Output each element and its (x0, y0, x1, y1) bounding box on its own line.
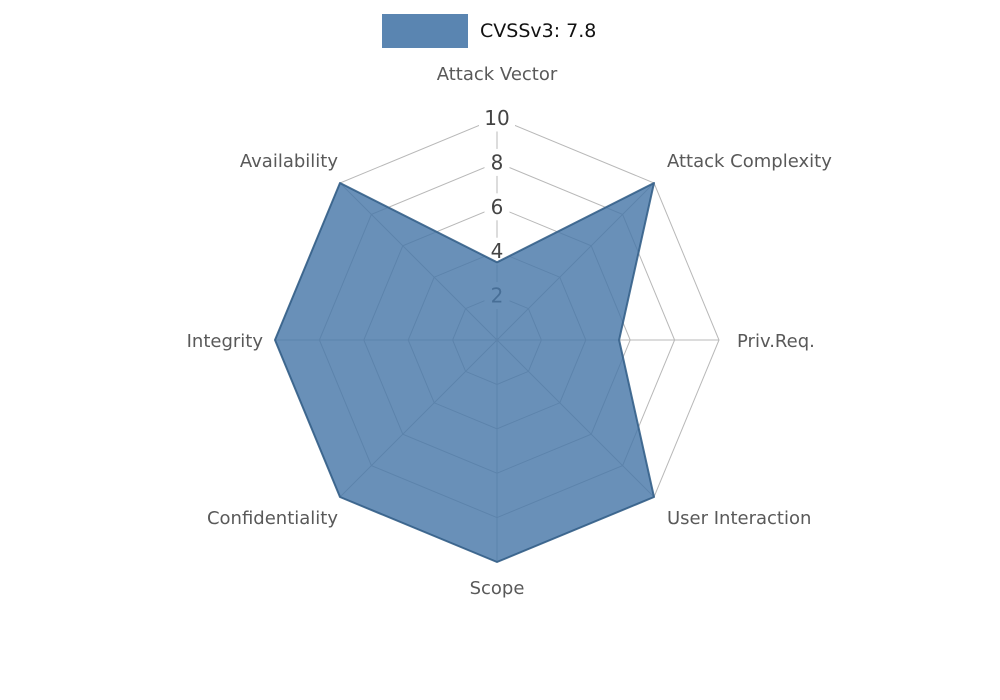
tick-label: 4 (491, 239, 504, 263)
axis-label-confidentiality: Confidentiality (207, 508, 338, 529)
axis-label-integrity: Integrity (187, 331, 264, 352)
tick-label: 10 (484, 106, 509, 130)
legend: CVSSv3: 7.8 (382, 14, 596, 48)
axis-label-user-interaction: User Interaction (667, 508, 811, 529)
legend-label: CVSSv3: 7.8 (480, 20, 597, 42)
axis-label-availability: Availability (240, 151, 338, 172)
tick-label-box (479, 104, 515, 132)
axis-label-attack-vector: Attack Vector (437, 64, 558, 85)
legend-swatch (382, 14, 468, 48)
tick-label: 8 (491, 150, 504, 174)
axis-label-priv-req: Priv.Req. (737, 331, 815, 352)
axis-label-attack-complexity: Attack Complexity (667, 151, 832, 172)
tick-label-box (484, 148, 510, 176)
tick-label: 6 (491, 195, 504, 219)
axis-label-scope: Scope (470, 578, 525, 599)
tick-label-box (484, 193, 510, 221)
radar-area (274, 182, 655, 563)
axis-labels: Attack Vector Attack Complexity Priv.Req. U… (187, 64, 833, 599)
